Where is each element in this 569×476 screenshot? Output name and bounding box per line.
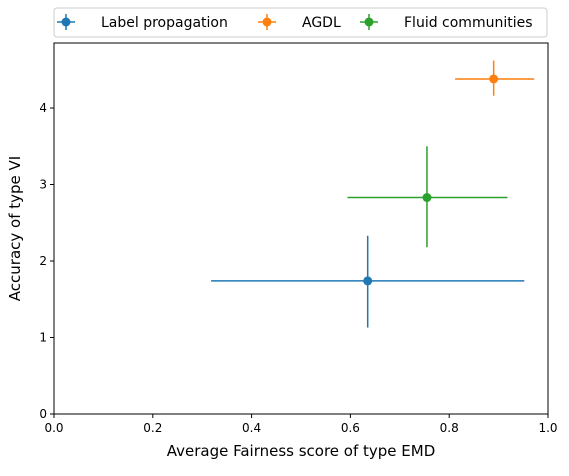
legend-entry-0: Label propagation	[57, 14, 228, 31]
legend-label: Label propagation	[101, 15, 228, 31]
data-point	[363, 276, 373, 286]
x-axis-title: Average Fairness score of type EMD	[167, 442, 436, 460]
y-axis-ticks: 0 1 2 3 4	[39, 101, 54, 421]
legend-label: AGDL	[302, 15, 341, 31]
data-point	[422, 193, 432, 203]
legend-swatch-marker	[262, 17, 272, 27]
x-tick-label: 0.4	[242, 421, 261, 435]
legend-label: Fluid communities	[404, 15, 533, 31]
y-tick-label: 4	[39, 101, 47, 115]
legend-entry-1: AGDL	[258, 14, 341, 31]
series-1	[455, 60, 535, 96]
y-tick-label: 1	[39, 331, 47, 345]
x-tick-label: 1.0	[538, 421, 557, 435]
series-2	[347, 146, 508, 248]
y-tick-label: 2	[39, 254, 47, 268]
x-tick-label: 0.6	[341, 421, 360, 435]
data-marks	[211, 60, 535, 328]
y-tick-label: 0	[39, 407, 47, 421]
legend: Label propagation AGDL Fluid communities	[53, 7, 548, 38]
plot-area	[53, 42, 549, 415]
legend-frame	[53, 7, 548, 38]
y-axis-title: Accuracy of type VI	[6, 156, 24, 301]
y-tick-label: 3	[39, 178, 47, 192]
x-tick-label: 0.8	[440, 421, 459, 435]
series-0	[211, 235, 525, 328]
legend-entry-2: Fluid communities	[360, 14, 533, 31]
legend-swatch-marker	[61, 17, 71, 27]
legend-swatch-marker	[364, 17, 374, 27]
x-tick-label: 0.0	[44, 421, 63, 435]
x-axis-ticks: 0.0 0.2 0.4 0.6 0.8 1.0	[44, 414, 558, 435]
x-tick-label: 0.2	[143, 421, 162, 435]
data-point	[489, 74, 499, 84]
